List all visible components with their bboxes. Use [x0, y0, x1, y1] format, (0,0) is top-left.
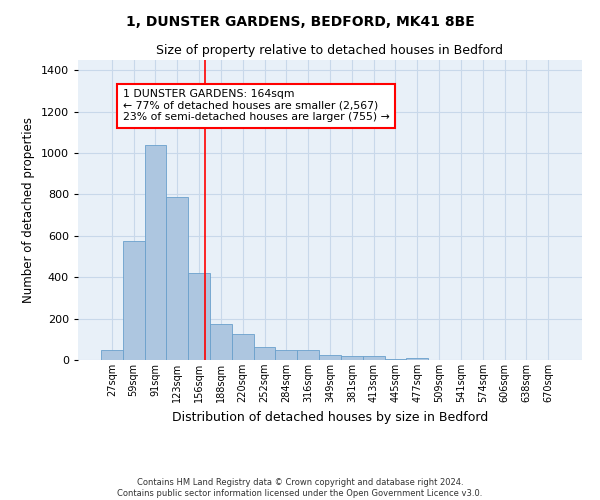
Bar	[210, 324, 232, 360]
Bar	[232, 334, 254, 360]
Bar	[406, 358, 428, 360]
Title: Size of property relative to detached houses in Bedford: Size of property relative to detached ho…	[157, 44, 503, 58]
Text: Contains HM Land Registry data © Crown copyright and database right 2024.
Contai: Contains HM Land Registry data © Crown c…	[118, 478, 482, 498]
Bar	[254, 346, 275, 360]
Bar	[188, 273, 210, 360]
X-axis label: Distribution of detached houses by size in Bedford: Distribution of detached houses by size …	[172, 410, 488, 424]
Bar	[101, 350, 123, 360]
Bar	[385, 359, 406, 360]
Bar	[123, 241, 145, 360]
Y-axis label: Number of detached properties: Number of detached properties	[22, 117, 35, 303]
Bar	[275, 350, 297, 360]
Bar	[297, 350, 319, 360]
Text: 1 DUNSTER GARDENS: 164sqm
← 77% of detached houses are smaller (2,567)
23% of se: 1 DUNSTER GARDENS: 164sqm ← 77% of detac…	[123, 89, 389, 122]
Bar	[145, 145, 166, 360]
Text: 1, DUNSTER GARDENS, BEDFORD, MK41 8BE: 1, DUNSTER GARDENS, BEDFORD, MK41 8BE	[125, 15, 475, 29]
Bar	[166, 196, 188, 360]
Bar	[341, 356, 363, 360]
Bar	[319, 355, 341, 360]
Bar	[363, 356, 385, 360]
